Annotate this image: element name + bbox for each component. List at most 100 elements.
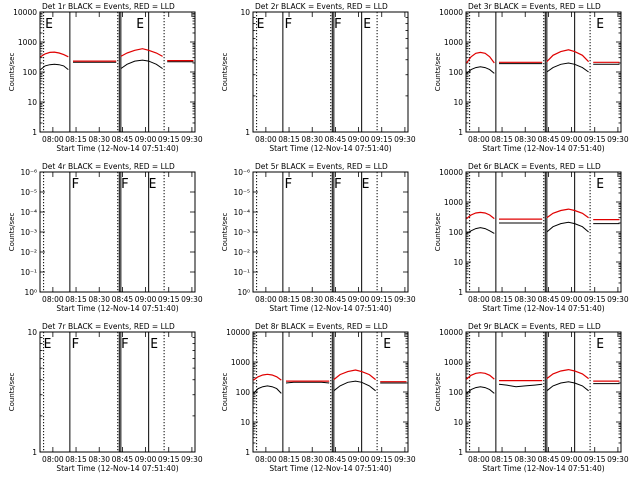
y-tick-label: 10⁻⁶ — [233, 168, 250, 177]
flag-marker: F — [121, 177, 129, 192]
y-tick-label: 10 — [453, 98, 463, 107]
x-tick-label: 08:45 — [112, 295, 134, 304]
x-tick-label: 09:00 — [135, 295, 157, 304]
x-tick-label: 08:45 — [538, 455, 560, 464]
x-tick-label: 08:00 — [468, 455, 490, 464]
panel-title: Det 8r BLACK = Events, RED = LLD — [255, 322, 388, 331]
y-tick-label: 100 — [236, 388, 251, 397]
y-tick-label: 10⁻³ — [20, 228, 37, 237]
x-axis-label: Start Time (12-Nov-14 07:51:40) — [269, 304, 391, 313]
x-tick-label: 08:30 — [88, 295, 110, 304]
y-axis-label: Counts/sec — [434, 213, 442, 252]
x-tick-label: 09:30 — [181, 295, 203, 304]
x-tick-label: 08:15 — [278, 455, 300, 464]
x-tick-label: 08:30 — [514, 455, 536, 464]
flag-marker: E — [257, 17, 265, 32]
x-tick-label: 09:15 — [584, 455, 606, 464]
y-axis-label: Counts/sec — [221, 53, 229, 92]
x-tick-label: 08:45 — [325, 295, 347, 304]
panel-title: Det 4r BLACK = Events, RED = LLD — [42, 162, 175, 171]
x-tick-label: 09:30 — [181, 135, 203, 144]
y-axis-label: Counts/sec — [8, 53, 16, 92]
series-events-line — [40, 63, 69, 70]
y-tick-label: 10000 — [13, 8, 37, 17]
x-tick-label: 08:15 — [278, 135, 300, 144]
x-tick-label: 08:00 — [42, 455, 64, 464]
y-tick-label: 10⁻² — [20, 248, 37, 257]
flag-marker: E — [363, 17, 371, 32]
x-tick-label: 08:00 — [255, 455, 277, 464]
y-tick-label: 100 — [449, 228, 464, 237]
x-tick-label: 09:30 — [607, 455, 629, 464]
y-tick-label: 1 — [32, 128, 37, 137]
y-tick-label: 1 — [458, 448, 463, 457]
panel-det-6: Det 6r BLACK = Events, RED = LLD 1 10 100 10… — [434, 162, 629, 313]
y-tick-label: 1 — [458, 128, 463, 137]
flag-marker: E — [383, 337, 391, 352]
series-lld-line — [546, 208, 589, 219]
panel-det-2: Det 2r BLACK = Events, RED = LLD 1 10 Count… — [221, 2, 416, 153]
panel-title: Det 1r BLACK = Events, RED = LLD — [42, 2, 175, 11]
flag-marker: F — [284, 177, 292, 192]
y-tick-label: 10⁻⁴ — [233, 208, 250, 217]
x-tick-label: 09:00 — [348, 295, 370, 304]
y-tick-label: 10⁻⁶ — [20, 168, 37, 177]
x-tick-label: 09:15 — [158, 295, 180, 304]
x-tick-label: 09:00 — [561, 455, 583, 464]
x-tick-label: 08:45 — [112, 455, 134, 464]
x-axis-label: Start Time (12-Nov-14 07:51:40) — [56, 144, 178, 153]
x-tick-label: 08:15 — [278, 295, 300, 304]
y-tick-label: 10 — [27, 328, 37, 337]
flag-marker: E — [596, 17, 604, 32]
series-events-line — [253, 385, 282, 394]
x-axis-label: Start Time (12-Nov-14 07:51:40) — [56, 304, 178, 313]
x-tick-label: 09:30 — [394, 135, 416, 144]
series-lld-line — [466, 211, 495, 220]
y-tick-label: 100 — [23, 68, 38, 77]
flag-marker: E — [596, 177, 604, 192]
x-tick-label: 08:15 — [491, 135, 513, 144]
y-tick-label: 100 — [449, 388, 464, 397]
flag-marker: E — [44, 337, 52, 352]
x-tick-label: 08:30 — [301, 135, 323, 144]
series-lld-line — [40, 51, 69, 58]
x-axis-label: Start Time (12-Nov-14 07:51:40) — [269, 144, 391, 153]
y-axis-label: Counts/sec — [8, 213, 16, 252]
x-tick-label: 09:00 — [135, 455, 157, 464]
series-events-line — [466, 386, 495, 394]
series-lld-line — [120, 48, 163, 57]
y-axis-label: Counts/sec — [221, 373, 229, 412]
y-tick-label: 10⁻¹ — [20, 268, 37, 277]
x-tick-label: 09:30 — [181, 455, 203, 464]
x-tick-label: 08:30 — [88, 135, 110, 144]
x-tick-label: 09:30 — [607, 295, 629, 304]
y-tick-label: 10 — [27, 98, 37, 107]
x-axis-label: Start Time (12-Nov-14 07:51:40) — [482, 304, 604, 313]
y-tick-label: 10000 — [439, 8, 463, 17]
x-tick-label: 09:15 — [584, 295, 606, 304]
panel-det-8: Det 8r BLACK = Events, RED = LLD 1 10 100 10… — [221, 322, 416, 473]
panel-det-5: Det 5r BLACK = Events, RED = LLD 10⁰ 10⁻¹ 1… — [221, 162, 416, 313]
y-tick-label: 10000 — [226, 328, 250, 337]
y-tick-label: 100 — [449, 68, 464, 77]
x-tick-label: 08:45 — [325, 135, 347, 144]
y-tick-label: 1 — [245, 448, 250, 457]
panel-det-3: Det 3r BLACK = Events, RED = LLD 1 10 100 10… — [434, 2, 629, 153]
y-tick-label: 10⁻³ — [233, 228, 250, 237]
y-tick-label: 1 — [458, 288, 463, 297]
x-tick-label: 09:15 — [158, 455, 180, 464]
x-tick-label: 09:00 — [561, 135, 583, 144]
x-tick-label: 08:00 — [42, 295, 64, 304]
series-lld-line — [546, 368, 589, 380]
x-tick-label: 08:15 — [65, 135, 87, 144]
series-events-line — [546, 221, 589, 233]
flag-marker: F — [121, 337, 129, 352]
x-tick-label: 08:00 — [468, 135, 490, 144]
flag-marker: F — [71, 177, 79, 192]
series-events-line — [333, 380, 376, 392]
x-tick-label: 08:00 — [42, 135, 64, 144]
y-tick-label: 10⁰ — [237, 288, 250, 297]
y-tick-label: 10 — [240, 418, 250, 427]
panel-title: Det 2r BLACK = Events, RED = LLD — [255, 2, 388, 11]
x-axis-label: Start Time (12-Nov-14 07:51:40) — [269, 464, 391, 473]
